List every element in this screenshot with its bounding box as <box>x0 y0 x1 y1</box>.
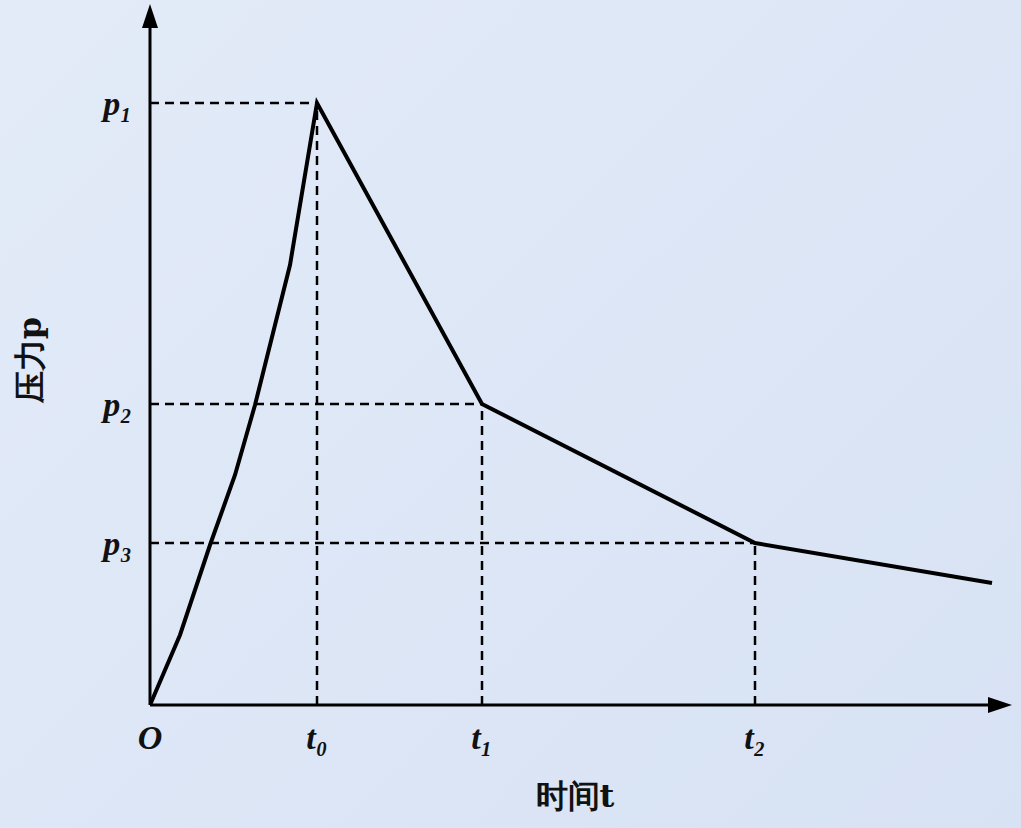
svg-text:p₁: p₁ <box>100 85 132 122</box>
svg-text:时间t: 时间t <box>536 777 615 815</box>
svg-text:p₂: p₂ <box>100 386 132 423</box>
svg-text:t₂: t₂ <box>744 719 765 756</box>
svg-text:O: O <box>138 719 163 756</box>
svg-text:压力p: 压力p <box>11 317 49 404</box>
svg-text:p₃: p₃ <box>100 525 132 562</box>
svg-text:t₁: t₁ <box>471 719 492 756</box>
svg-text:t₀: t₀ <box>306 719 327 756</box>
